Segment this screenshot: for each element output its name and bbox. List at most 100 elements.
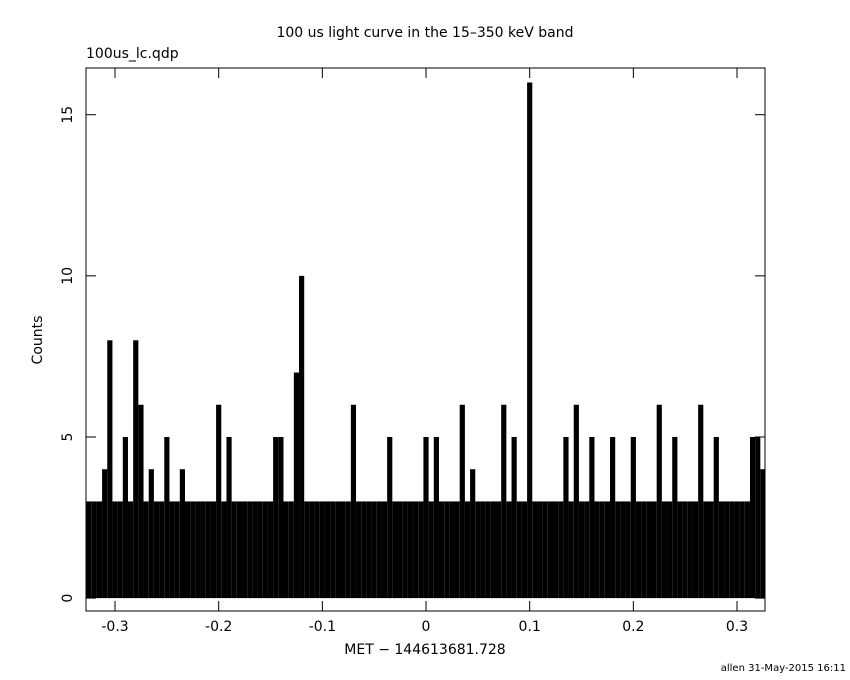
bar [651, 501, 657, 599]
bar [86, 501, 92, 599]
bar [397, 501, 403, 599]
bar [734, 501, 740, 599]
bar [703, 501, 709, 599]
bar [174, 501, 180, 599]
bar [153, 501, 160, 599]
bar [646, 501, 652, 599]
bar [345, 501, 351, 599]
bar [314, 501, 320, 599]
bar [459, 404, 465, 599]
bar [402, 501, 408, 599]
bar [547, 501, 554, 599]
bar [413, 501, 419, 599]
bar [760, 469, 765, 599]
bar [366, 501, 372, 599]
y-tick-label: 0 [60, 594, 76, 603]
bar [558, 501, 564, 599]
bar [324, 501, 331, 599]
bar [625, 501, 631, 599]
bar [698, 404, 704, 599]
x-tick-label: 0.2 [622, 619, 644, 635]
bar [578, 501, 585, 599]
bar [729, 501, 735, 599]
bar [159, 501, 165, 599]
bar [537, 501, 543, 599]
bar [563, 436, 569, 599]
bar [387, 436, 393, 599]
bar [252, 501, 258, 599]
bar [532, 501, 538, 599]
bar [299, 275, 305, 599]
bar [340, 501, 346, 599]
bar [242, 501, 248, 599]
bar [438, 501, 445, 599]
x-tick-label: -0.1 [309, 619, 336, 635]
bar [718, 501, 725, 599]
bar [143, 501, 149, 599]
plot-frame [85, 67, 766, 612]
bar [262, 501, 268, 599]
bar [635, 501, 642, 599]
bar [527, 82, 533, 599]
bar [687, 501, 693, 599]
bar [293, 372, 300, 599]
bar [267, 501, 274, 599]
bar [755, 436, 761, 599]
bar [444, 501, 450, 599]
x-tick-label: 0.3 [726, 619, 748, 635]
bar [724, 501, 730, 599]
bar [236, 501, 243, 599]
bar [330, 501, 336, 599]
bar [516, 501, 522, 599]
bar [216, 404, 222, 599]
footer: allen 31-May-2015 16:11 [721, 663, 846, 674]
bar [169, 501, 175, 599]
bar [350, 404, 357, 599]
bar [319, 501, 325, 599]
bar [490, 501, 496, 599]
chart-subtitle: 100us_lc.qdp [86, 46, 179, 62]
bar [573, 404, 579, 599]
bar [226, 436, 232, 599]
bar [278, 436, 284, 599]
x-axis-label: MET − 144613681.728 [344, 642, 505, 658]
bar [117, 501, 123, 599]
bar [604, 501, 611, 599]
bar [184, 501, 191, 599]
x-tick-label: 0.1 [519, 619, 541, 635]
bar [91, 501, 97, 599]
bar [205, 501, 211, 599]
bar [485, 501, 491, 599]
bar [96, 501, 103, 599]
x-tick-label: -0.2 [205, 619, 232, 635]
bar [381, 501, 388, 599]
bar [615, 501, 621, 599]
bar [708, 501, 714, 599]
bar [356, 501, 362, 599]
bar [371, 501, 377, 599]
bar [361, 501, 367, 599]
bar [288, 501, 294, 599]
bar [195, 501, 201, 599]
bar [599, 501, 605, 599]
bar [682, 501, 688, 599]
bar [568, 501, 574, 599]
bar [247, 501, 253, 599]
bar [418, 501, 424, 599]
bar [449, 501, 455, 599]
bar [589, 436, 595, 599]
x-tick-label: -0.3 [101, 619, 128, 635]
bar [749, 436, 756, 599]
bar [501, 404, 507, 599]
y-axis-label: Counts [30, 316, 46, 365]
bar [584, 501, 590, 599]
bar [148, 469, 154, 599]
y-tick-label: 10 [60, 267, 76, 285]
bar [521, 501, 528, 599]
bar [470, 469, 476, 599]
x-tick-label: 0 [422, 619, 431, 635]
bar [407, 501, 414, 599]
bar [506, 501, 512, 599]
bar [464, 501, 471, 599]
